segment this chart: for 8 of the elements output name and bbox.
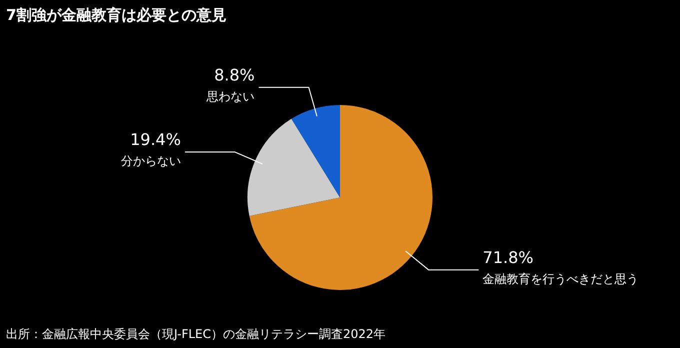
slice-label: 分からない bbox=[120, 154, 181, 168]
slice-label: 思わない bbox=[206, 89, 255, 104]
data-label: 19.4% bbox=[130, 130, 181, 150]
slice-label: 金融教育を行うべきだと思う bbox=[482, 272, 639, 286]
chart-title: 7割強が金融教育は必要との意見 bbox=[6, 6, 226, 25]
text: 出所：金融広報中央委員会（現J-FLEC）の金融リテラシー調査2022年 bbox=[6, 326, 386, 343]
data-label: 8.8% bbox=[214, 66, 255, 85]
data-label: 71.8% bbox=[482, 248, 534, 268]
